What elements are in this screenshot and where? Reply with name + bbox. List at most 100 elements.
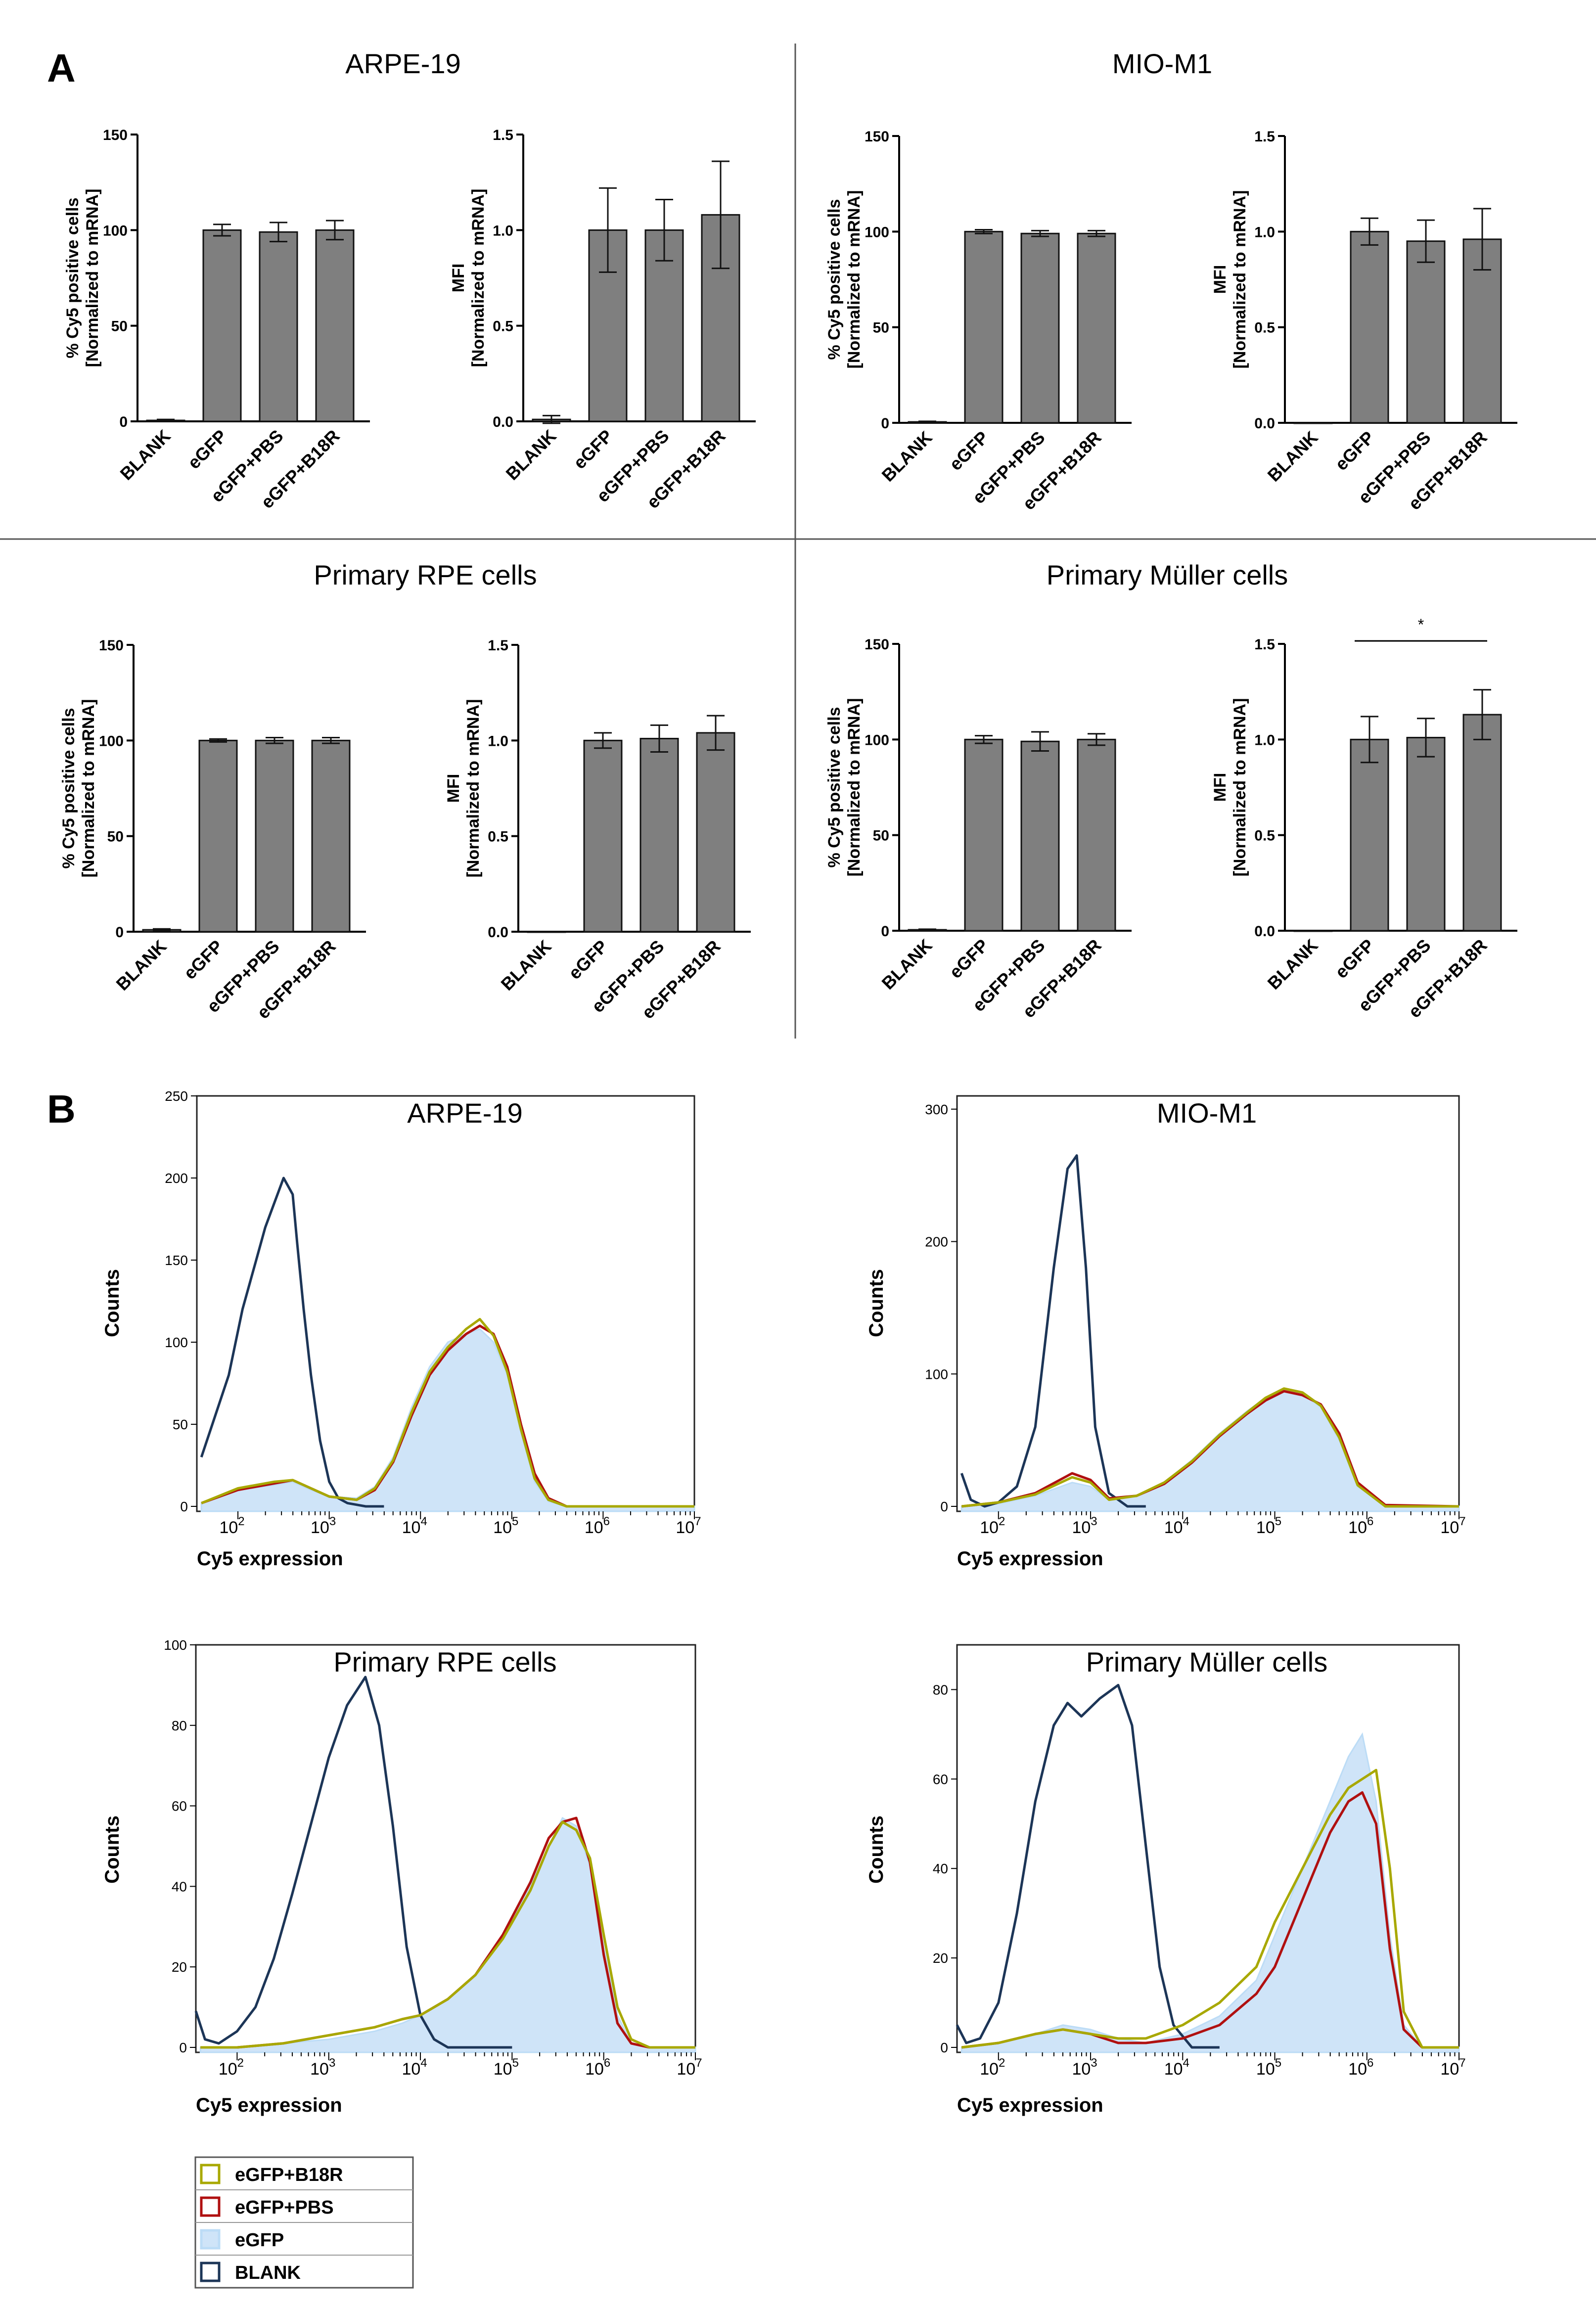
x-tick-exponent: 3 bbox=[1091, 2056, 1097, 2070]
bar-egfp-pbs bbox=[1406, 736, 1446, 932]
y-tick-label: 100 bbox=[865, 732, 889, 748]
y-tick-label: 60 bbox=[172, 1799, 187, 1814]
legend-swatch-blank bbox=[200, 2262, 221, 2282]
y-tick-label: 1.5 bbox=[493, 127, 513, 143]
y-axis-label-line: [Normalized to mRNA] bbox=[845, 698, 864, 877]
series-egfp-b18r bbox=[200, 1820, 695, 2049]
x-tick-label: 106 bbox=[1348, 1515, 1373, 1537]
y-tick-label: 1.5 bbox=[488, 637, 508, 654]
panel-label-b: B bbox=[47, 1087, 76, 1131]
legend-label: eGFP bbox=[235, 2230, 284, 2251]
y-axis-label: Counts bbox=[101, 1269, 123, 1337]
y-axis-label: % Cy5 positive cells[Normalized to mRNA] bbox=[59, 699, 98, 878]
y-axis-label: Counts bbox=[866, 1269, 887, 1337]
chart-title: Primary Müller cells bbox=[1086, 1646, 1328, 1677]
y-tick-label: 0.5 bbox=[1254, 320, 1275, 336]
y-tick-label: 150 bbox=[103, 127, 128, 143]
x-tick-label: 107 bbox=[677, 2056, 702, 2079]
chart-title: Primary RPE cells bbox=[333, 1646, 556, 1677]
y-tick-label: 0.0 bbox=[1254, 415, 1275, 432]
y-tick-label: 100 bbox=[925, 1366, 948, 1382]
x-tick-label: 107 bbox=[676, 1515, 701, 1537]
x-tick-label: 106 bbox=[585, 2056, 610, 2079]
y-tick-label: 100 bbox=[103, 223, 128, 239]
x-tick-base: 10 bbox=[493, 1518, 512, 1537]
significance-label: * bbox=[1418, 616, 1424, 634]
chart-title: MIO-M1 bbox=[1112, 48, 1212, 79]
y-tick-label: 0 bbox=[881, 923, 889, 940]
x-tick-exponent: 4 bbox=[1183, 2056, 1189, 2070]
legend: eGFP+B18R eGFP+PBS eGFP BLANK bbox=[194, 2156, 414, 2289]
x-tick-exponent: 2 bbox=[999, 2056, 1005, 2070]
bar-egfp-pbs bbox=[259, 231, 298, 422]
x-tick-base: 10 bbox=[1440, 2060, 1459, 2079]
x-tick-exponent: 3 bbox=[329, 2056, 335, 2070]
x-tick-exponent: 5 bbox=[1275, 2056, 1281, 2070]
x-tick-exponent: 6 bbox=[603, 1515, 610, 1528]
y-axis-label: MFI[Normalized to mRNA] bbox=[1211, 698, 1249, 877]
y-tick-label: 200 bbox=[925, 1234, 948, 1250]
histogram-frame bbox=[956, 1095, 1460, 1512]
y-axis-label-line: % Cy5 positive cells bbox=[63, 197, 82, 358]
y-tick-label: 200 bbox=[165, 1171, 188, 1186]
x-tick-exponent: 7 bbox=[694, 1515, 701, 1528]
y-tick-label: 100 bbox=[164, 1637, 187, 1653]
y-axis-label: % Cy5 positive cells[Normalized to mRNA] bbox=[825, 190, 864, 369]
y-axis-label-line: MFI bbox=[444, 774, 463, 803]
bar-egfp-b18r bbox=[696, 732, 735, 933]
panel-label-a: A bbox=[47, 46, 76, 90]
y-tick-label: 0.5 bbox=[488, 829, 508, 845]
series-egfp-b18r bbox=[201, 1318, 694, 1508]
x-tick-base: 10 bbox=[1440, 1518, 1459, 1537]
series-egfp bbox=[960, 1732, 1460, 2053]
y-tick-label: 100 bbox=[99, 733, 124, 749]
x-tick-base: 10 bbox=[219, 2060, 237, 2079]
bar-egfp-b18r bbox=[1077, 232, 1116, 424]
x-tick-base: 10 bbox=[676, 1518, 694, 1537]
bar-egfp-b18r bbox=[315, 229, 355, 422]
y-axis-label: MFI[Normalized to mRNA] bbox=[444, 699, 483, 878]
y-tick-label: 40 bbox=[172, 1879, 187, 1894]
x-tick-base: 10 bbox=[494, 2060, 512, 2079]
y-tick-label: 40 bbox=[933, 1861, 948, 1876]
x-tick-base: 10 bbox=[1348, 1518, 1367, 1537]
y-tick-label: 50 bbox=[111, 318, 128, 335]
x-tick-base: 10 bbox=[585, 2060, 604, 2079]
x-tick-base: 10 bbox=[1256, 1518, 1275, 1537]
y-tick-label: 50 bbox=[873, 320, 889, 336]
x-tick-label: 106 bbox=[585, 1515, 610, 1537]
y-tick-label: 150 bbox=[865, 129, 889, 145]
y-tick-label: 0.5 bbox=[1254, 828, 1275, 844]
series-blank bbox=[200, 1177, 384, 1508]
y-tick-label: 20 bbox=[172, 1959, 187, 1975]
x-tick-label: 103 bbox=[1072, 1515, 1097, 1537]
y-tick-label: 50 bbox=[107, 829, 124, 845]
x-tick-exponent: 5 bbox=[512, 2056, 519, 2070]
y-tick-label: 50 bbox=[173, 1417, 188, 1432]
x-tick-label: 102 bbox=[219, 1515, 244, 1537]
y-axis-label-line: [Normalized to mRNA] bbox=[464, 699, 483, 878]
x-tick-exponent: 4 bbox=[1183, 1515, 1189, 1528]
y-tick-label: 250 bbox=[165, 1088, 188, 1104]
x-tick-base: 10 bbox=[402, 2060, 420, 2079]
chart-title: ARPE-19 bbox=[345, 48, 460, 79]
y-tick-label: 150 bbox=[865, 636, 889, 653]
bar-egfp bbox=[1350, 230, 1389, 424]
y-axis-label-line: MFI bbox=[1211, 773, 1230, 802]
legend-swatch-egfp-pbs bbox=[200, 2196, 221, 2217]
y-tick-label: 100 bbox=[865, 224, 889, 240]
bar-egfp-b18r bbox=[1462, 714, 1502, 932]
x-tick-exponent: 3 bbox=[1091, 1515, 1097, 1528]
y-axis-label-line: [Normalized to mRNA] bbox=[1231, 698, 1249, 877]
bar-egfp bbox=[964, 738, 1003, 932]
y-tick-label: 100 bbox=[165, 1335, 188, 1350]
x-tick-exponent: 7 bbox=[1459, 2056, 1465, 2070]
bar-egfp-pbs bbox=[255, 739, 294, 933]
x-axis-label: Cy5 expression bbox=[957, 2094, 1103, 2116]
x-tick-label: 105 bbox=[1256, 1515, 1281, 1537]
y-tick-label: 300 bbox=[925, 1102, 948, 1117]
y-tick-label: 0 bbox=[940, 2040, 948, 2055]
y-tick-label: 0 bbox=[180, 1499, 188, 1514]
bar-egfp bbox=[198, 739, 238, 933]
